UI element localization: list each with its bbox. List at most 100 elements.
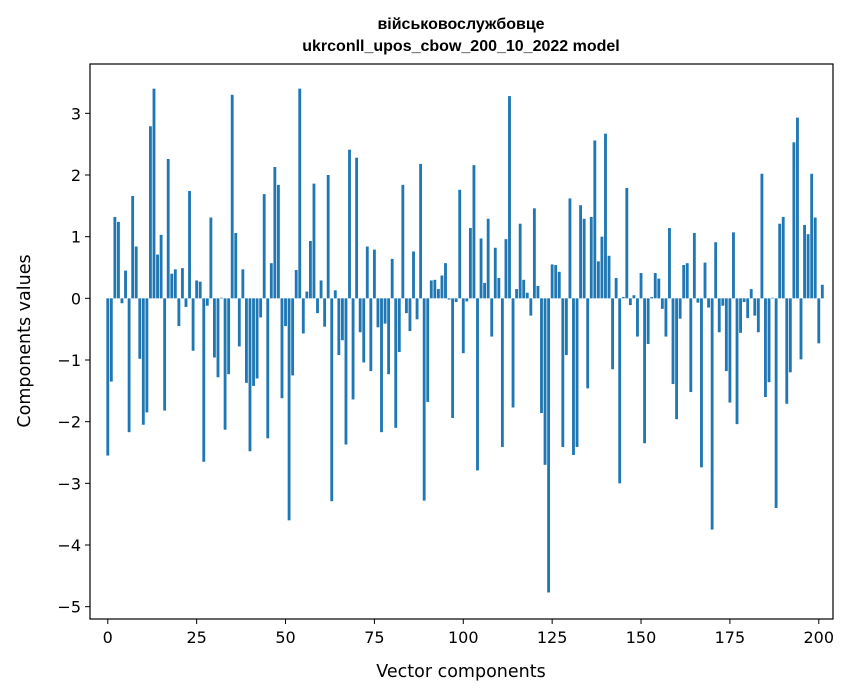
bar-component-124 xyxy=(547,298,551,593)
bar-component-163 xyxy=(685,263,689,299)
bar-component-127 xyxy=(557,271,561,299)
bar-component-42 xyxy=(255,298,259,379)
x-tick-label: 150 xyxy=(626,628,657,647)
bar-component-9 xyxy=(138,298,142,359)
bar-component-60 xyxy=(319,280,323,299)
bar-component-69 xyxy=(351,298,355,400)
bar-component-21 xyxy=(181,268,184,299)
bar-component-107 xyxy=(486,218,490,299)
bar-component-15 xyxy=(159,234,163,299)
bar-component-168 xyxy=(703,262,707,299)
bar-component-28 xyxy=(205,298,209,306)
bar-component-100 xyxy=(461,298,465,354)
bar-component-139 xyxy=(600,236,604,299)
bar-component-76 xyxy=(376,298,380,328)
bar-component-120 xyxy=(532,208,536,299)
bar-component-145 xyxy=(621,297,625,299)
bar-component-58 xyxy=(312,183,316,299)
y-axis-ticks: 3 2 1 0 −1 −2 −3 −4 −5 xyxy=(57,104,90,617)
bar-component-115 xyxy=(515,289,519,299)
bar-component-5 xyxy=(124,270,127,299)
bar-component-90 xyxy=(426,298,430,402)
bar-component-81 xyxy=(394,298,398,428)
bar-component-151 xyxy=(643,298,646,444)
chart-title-line1: військовослужбовце xyxy=(377,16,544,33)
bar-component-98 xyxy=(454,298,458,303)
bar-component-169 xyxy=(707,298,710,308)
bar-component-131 xyxy=(572,298,575,455)
bar-component-26 xyxy=(198,281,202,299)
bar-component-194 xyxy=(796,117,799,299)
x-tick-label: 200 xyxy=(804,628,835,647)
x-axis-ticks: 0 25 50 75 100 125 150 175 200 xyxy=(103,619,834,647)
bar-component-53 xyxy=(294,269,298,299)
bar-component-73 xyxy=(365,246,369,299)
y-tick-label: 1 xyxy=(71,228,81,247)
bar-component-93 xyxy=(436,289,440,299)
bar-component-16 xyxy=(163,298,167,411)
bar-component-176 xyxy=(732,232,735,299)
bar-component-170 xyxy=(710,298,714,530)
bar-component-22 xyxy=(184,298,188,307)
bar-component-181 xyxy=(749,289,753,299)
bar-component-2 xyxy=(113,216,117,299)
bar-component-37 xyxy=(237,298,241,347)
bar-component-155 xyxy=(657,278,661,299)
bar-component-150 xyxy=(639,273,643,299)
bar-component-183 xyxy=(756,298,760,333)
bar-component-97 xyxy=(451,298,455,418)
bar-component-184 xyxy=(760,173,764,299)
bar-component-3 xyxy=(117,221,120,299)
bar-component-82 xyxy=(397,298,401,352)
bar-component-11 xyxy=(145,298,149,413)
bar-component-140 xyxy=(604,133,607,299)
y-tick-label: 3 xyxy=(71,104,81,123)
bar-component-187 xyxy=(771,297,774,299)
bar-component-118 xyxy=(525,292,529,299)
bar-component-108 xyxy=(490,298,494,337)
bar-component-112 xyxy=(504,239,508,299)
bar-component-72 xyxy=(362,298,366,363)
x-tick-label: 50 xyxy=(275,628,295,647)
bar-component-59 xyxy=(316,298,319,314)
x-tick-label: 25 xyxy=(186,628,206,647)
bar-component-62 xyxy=(326,175,330,299)
bar-component-165 xyxy=(692,232,696,299)
bar-component-148 xyxy=(632,295,636,299)
bar-component-17 xyxy=(166,158,170,299)
bar-component-188 xyxy=(774,298,778,508)
bar-component-147 xyxy=(628,298,632,306)
bar-component-196 xyxy=(803,224,806,299)
bar-component-195 xyxy=(799,298,803,360)
bar-component-57 xyxy=(308,240,312,299)
y-tick-label: 2 xyxy=(71,166,81,185)
bar-component-48 xyxy=(276,184,280,299)
y-tick-label: −1 xyxy=(57,351,81,370)
bar-component-34 xyxy=(227,298,231,375)
bar-component-65 xyxy=(337,298,341,356)
bar-component-152 xyxy=(646,298,650,344)
bar-component-201 xyxy=(820,284,824,299)
x-tick-label: 125 xyxy=(537,628,568,647)
bar-component-51 xyxy=(287,298,291,521)
bar-component-86 xyxy=(412,251,415,299)
bar-component-193 xyxy=(792,142,796,299)
bar-component-190 xyxy=(781,216,785,299)
bar-component-41 xyxy=(252,298,255,386)
bar-component-47 xyxy=(273,166,277,299)
bar-component-186 xyxy=(767,298,771,383)
bar-component-61 xyxy=(323,298,327,327)
bar-component-79 xyxy=(387,298,391,375)
bar-component-198 xyxy=(810,173,814,299)
bar-component-102 xyxy=(468,228,472,299)
bar-component-128 xyxy=(561,298,565,447)
bar-component-154 xyxy=(653,273,657,299)
bar-component-160 xyxy=(675,298,678,420)
bar-component-105 xyxy=(479,238,483,299)
bar-component-40 xyxy=(248,298,252,452)
y-tick-label: −2 xyxy=(57,413,81,432)
bar-component-43 xyxy=(259,298,263,318)
bar-component-67 xyxy=(344,298,348,445)
bar-component-88 xyxy=(419,163,423,299)
